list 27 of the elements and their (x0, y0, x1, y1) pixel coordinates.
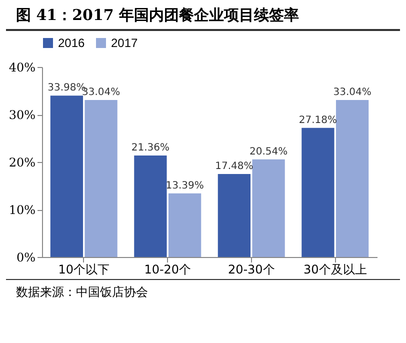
y-tick-label: 0% (16, 250, 36, 264)
bar (336, 100, 369, 257)
bar (84, 100, 118, 257)
x-tick-label: 10个以下 (58, 262, 110, 276)
y-tick-label: 20% (8, 156, 36, 170)
chart-title: 图 41：2017 年国内团餐企业项目续签率 (6, 0, 400, 31)
data-label: 33.04% (333, 87, 372, 98)
x-tick-label: 10-20个 (144, 262, 192, 276)
bar (168, 193, 202, 257)
bar (252, 159, 285, 257)
bar (134, 156, 167, 257)
legend-label: 2016 (58, 36, 86, 50)
y-tick-label: 10% (8, 203, 36, 217)
bar (218, 174, 251, 257)
data-label: 20.54% (249, 146, 288, 158)
legend-label: 2017 (111, 36, 138, 50)
data-label: 13.39% (166, 180, 204, 192)
data-label: 21.36% (131, 142, 170, 154)
source-note: 数据来源：中国饭店协会 (6, 279, 400, 305)
x-tick-label: 20-30个 (228, 262, 275, 276)
x-tick-label: 30个及以上 (303, 262, 367, 276)
y-tick-label: 40% (8, 60, 36, 74)
y-tick-label: 30% (8, 108, 36, 122)
bar (50, 96, 84, 257)
data-label: 27.18% (298, 114, 338, 126)
bar (302, 128, 334, 257)
data-label: 17.48% (215, 160, 254, 172)
